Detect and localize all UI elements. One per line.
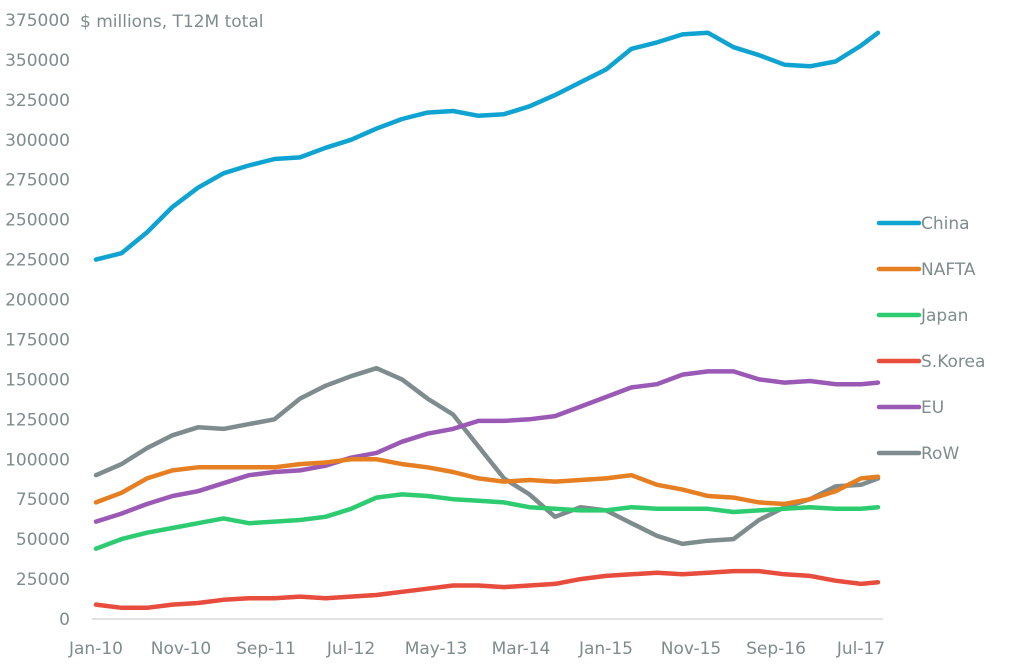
y-tick-label: 250000 [5, 211, 70, 231]
y-tick-label: 75000 [16, 490, 70, 510]
legend-item-eu: EU [876, 398, 944, 418]
series-line-row [93, 365, 881, 547]
legend-item-nafta: NAFTA [876, 260, 976, 280]
x-tick-label: Nov-15 [661, 639, 722, 659]
x-axis: Jan-10 Nov-10 Sep-11 Jul-12 May-13 Mar-14 Jan-… [68, 639, 885, 659]
y-tick-label: 0 [59, 610, 70, 630]
legend-label: China [921, 214, 970, 234]
series-group [93, 30, 881, 611]
legend: China NAFTA Japan S.Korea EU RoW [876, 214, 985, 464]
legend-label: NAFTA [921, 260, 976, 280]
y-tick-label: 25000 [16, 570, 70, 590]
series-line-eu [93, 369, 881, 524]
unit-label: $ millions, T12M total [80, 12, 263, 32]
y-tick-label: 100000 [5, 450, 70, 470]
y-tick-label: 275000 [5, 171, 70, 191]
legend-item-s-korea: S.Korea [876, 352, 985, 372]
x-tick-label: Sep-11 [236, 639, 296, 659]
legend-item-japan: Japan [876, 306, 968, 326]
x-tick-label: Jan-15 [578, 639, 633, 659]
series-line-nafta [93, 457, 881, 507]
y-tick-label: 375000 [5, 11, 70, 31]
x-tick-label: Jul-17 [836, 639, 885, 659]
legend-label: Japan [920, 306, 968, 326]
y-tick-label: 50000 [16, 530, 70, 550]
y-tick-label: 350000 [5, 51, 70, 71]
y-axis: 0 25000 50000 75000 100000 125000 150000 175000… [5, 11, 70, 630]
legend-item-row: RoW [876, 444, 959, 464]
y-tick-label: 150000 [5, 370, 70, 390]
series-line-japan [93, 492, 881, 551]
y-tick-label: 300000 [5, 131, 70, 151]
y-tick-label: 125000 [5, 410, 70, 430]
y-tick-label: 175000 [5, 330, 70, 350]
x-tick-label: Mar-14 [492, 639, 551, 659]
x-tick-label: May-13 [405, 639, 468, 659]
series-line-china [93, 30, 881, 262]
y-tick-label: 200000 [5, 291, 70, 311]
legend-label: EU [921, 398, 944, 418]
x-tick-label: Sep-16 [746, 639, 806, 659]
x-tick-label: Nov-10 [151, 639, 212, 659]
legend-item-china: China [876, 214, 970, 234]
series-line-s-korea [93, 568, 881, 611]
y-tick-label: 225000 [5, 251, 70, 271]
x-tick-label: Jan-10 [68, 639, 123, 659]
y-tick-label: 325000 [5, 91, 70, 111]
legend-label: S.Korea [921, 352, 985, 372]
legend-label: RoW [921, 444, 959, 464]
x-tick-label: Jul-12 [326, 639, 375, 659]
